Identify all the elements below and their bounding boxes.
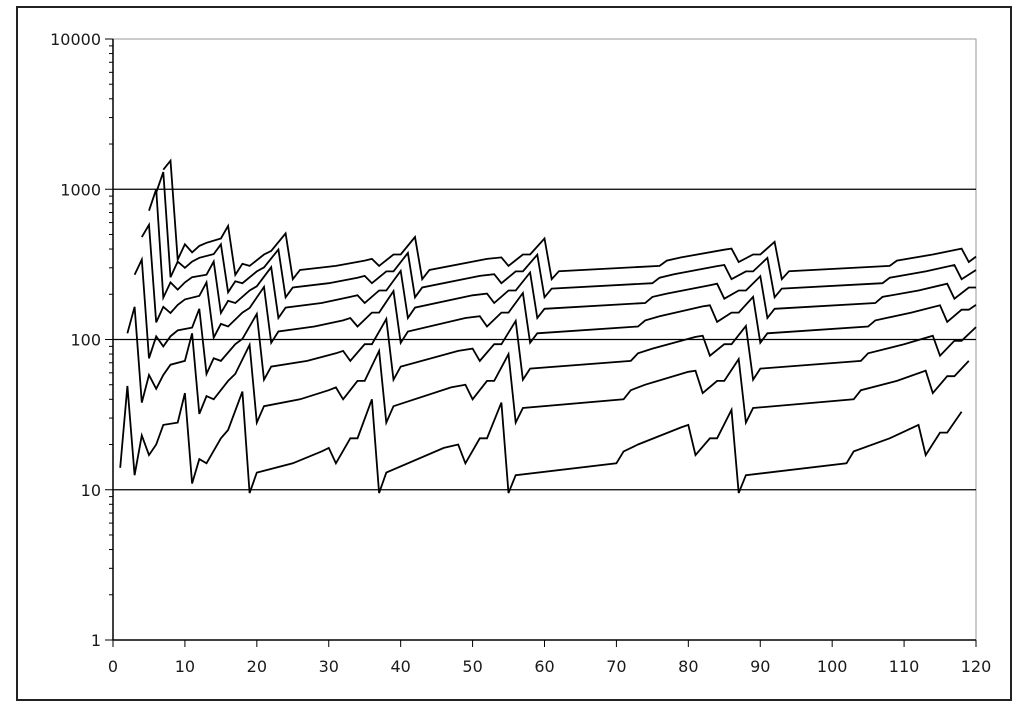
series-line-1 bbox=[119, 385, 963, 494]
series-line-6 bbox=[155, 171, 977, 300]
x-tick-label: 80 bbox=[678, 657, 698, 676]
y-tick-label: 10 bbox=[81, 481, 101, 500]
x-tick-label: 60 bbox=[534, 657, 554, 676]
y-tick-label: 1 bbox=[91, 631, 101, 650]
x-axis-ticks: 0 10 20 30 40 50 60 70 80 90 100 110 120 bbox=[108, 657, 991, 676]
series-line-2 bbox=[126, 306, 970, 427]
series-lines bbox=[119, 158, 977, 494]
x-tick-label: 40 bbox=[390, 657, 410, 676]
x-tick-label: 0 bbox=[108, 657, 118, 676]
x-tick-label: 110 bbox=[889, 657, 920, 676]
axes bbox=[105, 38, 977, 647]
series-line-7 bbox=[162, 158, 977, 282]
series-line-4 bbox=[141, 221, 977, 346]
x-tick-label: 100 bbox=[817, 657, 848, 676]
x-tick-label: 10 bbox=[175, 657, 195, 676]
y-axis-ticks: 1 10 100 1000 10000 bbox=[50, 30, 101, 650]
gridlines bbox=[113, 188, 976, 491]
series-line-5 bbox=[148, 189, 976, 321]
x-tick-label: 120 bbox=[961, 657, 992, 676]
x-tick-label: 70 bbox=[606, 657, 626, 676]
x-tick-label: 30 bbox=[319, 657, 339, 676]
x-tick-label: 90 bbox=[750, 657, 770, 676]
x-tick-label: 50 bbox=[462, 657, 482, 676]
y-tick-label: 100 bbox=[70, 331, 101, 350]
y-tick-label: 10000 bbox=[50, 30, 101, 49]
y-tick-label: 1000 bbox=[60, 180, 101, 199]
x-tick-label: 20 bbox=[247, 657, 267, 676]
series-line-3 bbox=[133, 256, 977, 383]
